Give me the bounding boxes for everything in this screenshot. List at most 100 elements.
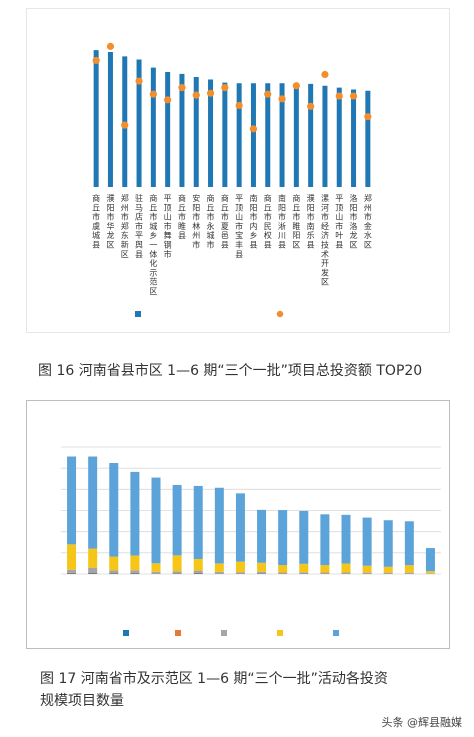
stacked-bar-segment	[151, 477, 161, 564]
stacked-bar-segment	[404, 521, 414, 566]
project-count-point	[307, 102, 315, 110]
stacked-bar-segment	[425, 571, 435, 574]
project-count-point	[149, 90, 157, 98]
project-count-point	[249, 125, 258, 133]
figure17-caption: 图 17 河南省市及示范区 1—6 期“三个一批”活动各投资 规模项目数量	[40, 668, 460, 712]
stacked-bar-segment	[193, 570, 203, 573]
project-count-point	[106, 42, 115, 50]
x-category-label: 郑州市金水区	[364, 193, 372, 250]
x-category-label: 商丘市夏邑县	[221, 193, 229, 250]
stacked-bar-segment	[130, 471, 140, 556]
x-category-label: 濮阳市南乐县	[307, 193, 315, 250]
project-count-point	[278, 95, 286, 103]
stacked-bar-segment	[67, 569, 77, 573]
figure16-caption: 图 16 河南省县市区 1—6 期“三个一批”项目总投资额 TOP20	[38, 363, 423, 379]
investment-bar	[208, 79, 214, 187]
chart2-panel	[26, 400, 450, 649]
legend-bar-swatch	[135, 311, 141, 317]
stacked-bar-segment	[299, 510, 309, 564]
project-count-point	[292, 82, 300, 90]
project-count-point	[235, 101, 243, 110]
stacked-bar-segment	[193, 573, 203, 574]
x-category-label: 平顶山市宝丰县	[235, 194, 243, 259]
stacked-bar-segment	[193, 572, 203, 574]
stacked-bar-segment	[214, 563, 224, 572]
stacked-bar-segment	[278, 572, 288, 574]
investment-bar	[93, 50, 99, 187]
stacked-bar-segment	[404, 572, 414, 574]
investment-bar	[179, 73, 185, 187]
stacked-bar-segment	[383, 520, 393, 567]
stacked-bar-segment	[257, 571, 267, 574]
stacked-bar-segment	[172, 484, 182, 556]
stacked-bar-segment	[425, 573, 435, 574]
project-count-point	[135, 77, 143, 85]
legend-swatch	[123, 630, 129, 636]
stacked-bar-segment	[109, 570, 119, 574]
stacked-bar-segment	[172, 571, 182, 574]
chart1-svg: 商丘市虞城县濮阳市华龙区郑州市郑东新区驻马店市平舆县商丘市城乡一体化示范区平顶山…	[92, 42, 372, 318]
investment-bar	[107, 52, 113, 187]
project-count-point	[178, 84, 186, 92]
project-count-point	[221, 84, 229, 92]
stacked-bar-segment	[235, 561, 245, 573]
stacked-bar-segment	[151, 571, 161, 574]
stacked-bar-segment	[67, 573, 77, 574]
x-category-label: 商丘市睢阳区	[292, 193, 300, 250]
investment-bar	[351, 89, 357, 187]
project-count-point	[321, 70, 329, 79]
stacked-bar-segment	[214, 487, 224, 564]
project-count-point	[192, 91, 200, 99]
stacked-bar-segment	[130, 572, 140, 574]
stacked-bar-segment	[235, 572, 245, 574]
investment-bar	[293, 83, 299, 187]
legend-point-swatch	[276, 310, 284, 318]
stacked-bar-segment	[235, 493, 245, 562]
investment-bar	[222, 82, 228, 187]
project-count-point	[164, 96, 172, 104]
x-category-label: 安阳市林州市	[192, 193, 200, 250]
stacked-bar-segment	[214, 571, 224, 574]
stacked-bar-segment	[341, 563, 351, 573]
stacked-bar-segment	[425, 548, 435, 572]
project-count-point	[349, 92, 358, 100]
investment-bar	[365, 90, 371, 187]
stacked-bar-segment	[341, 572, 351, 574]
project-count-point	[335, 92, 343, 100]
investment-bar	[308, 83, 314, 187]
investment-bar	[236, 83, 242, 187]
x-category-label: 平顶山市叶县	[335, 194, 343, 250]
x-category-label: 漯河市经济技术开发区	[321, 193, 329, 287]
investment-bar	[136, 59, 142, 187]
legend-swatch	[277, 630, 283, 636]
project-count-point	[264, 90, 272, 98]
stacked-bar-segment	[320, 514, 330, 566]
stacked-bar-segment	[88, 567, 98, 573]
investment-bar	[150, 67, 156, 187]
stacked-bar-segment	[257, 562, 267, 572]
investment-bar	[336, 87, 342, 187]
stacked-bar-segment	[341, 514, 351, 564]
stacked-bar-segment	[404, 565, 414, 573]
stacked-bar-segment	[299, 563, 309, 573]
stacked-bar-segment	[193, 558, 203, 571]
x-category-label: 商丘市永城市	[207, 193, 215, 250]
project-count-point	[364, 113, 372, 121]
x-category-label: 南阳市内乡县	[249, 193, 257, 250]
project-count-point	[206, 89, 215, 97]
stacked-bar-segment	[278, 510, 288, 566]
stacked-bar-segment	[67, 456, 77, 545]
x-category-label: 郑州市郑东新区	[121, 193, 129, 259]
legend-swatch	[333, 630, 339, 636]
stacked-bar-segment	[362, 565, 372, 573]
investment-bar	[322, 85, 328, 187]
stacked-bar-segment	[383, 572, 393, 574]
watermark: 头条 @辉县融媒	[381, 716, 463, 729]
stacked-bar-segment	[278, 565, 288, 573]
stacked-bar-segment	[88, 456, 98, 549]
figure17-caption-line1: 图 17 河南省市及示范区 1—6 期“三个一批”活动各投资	[40, 671, 388, 687]
x-category-label: 濮阳市华龙区	[106, 193, 114, 250]
stacked-bar-segment	[257, 509, 267, 563]
project-count-point	[121, 121, 129, 129]
x-category-label: 商丘市民权县	[264, 193, 272, 250]
